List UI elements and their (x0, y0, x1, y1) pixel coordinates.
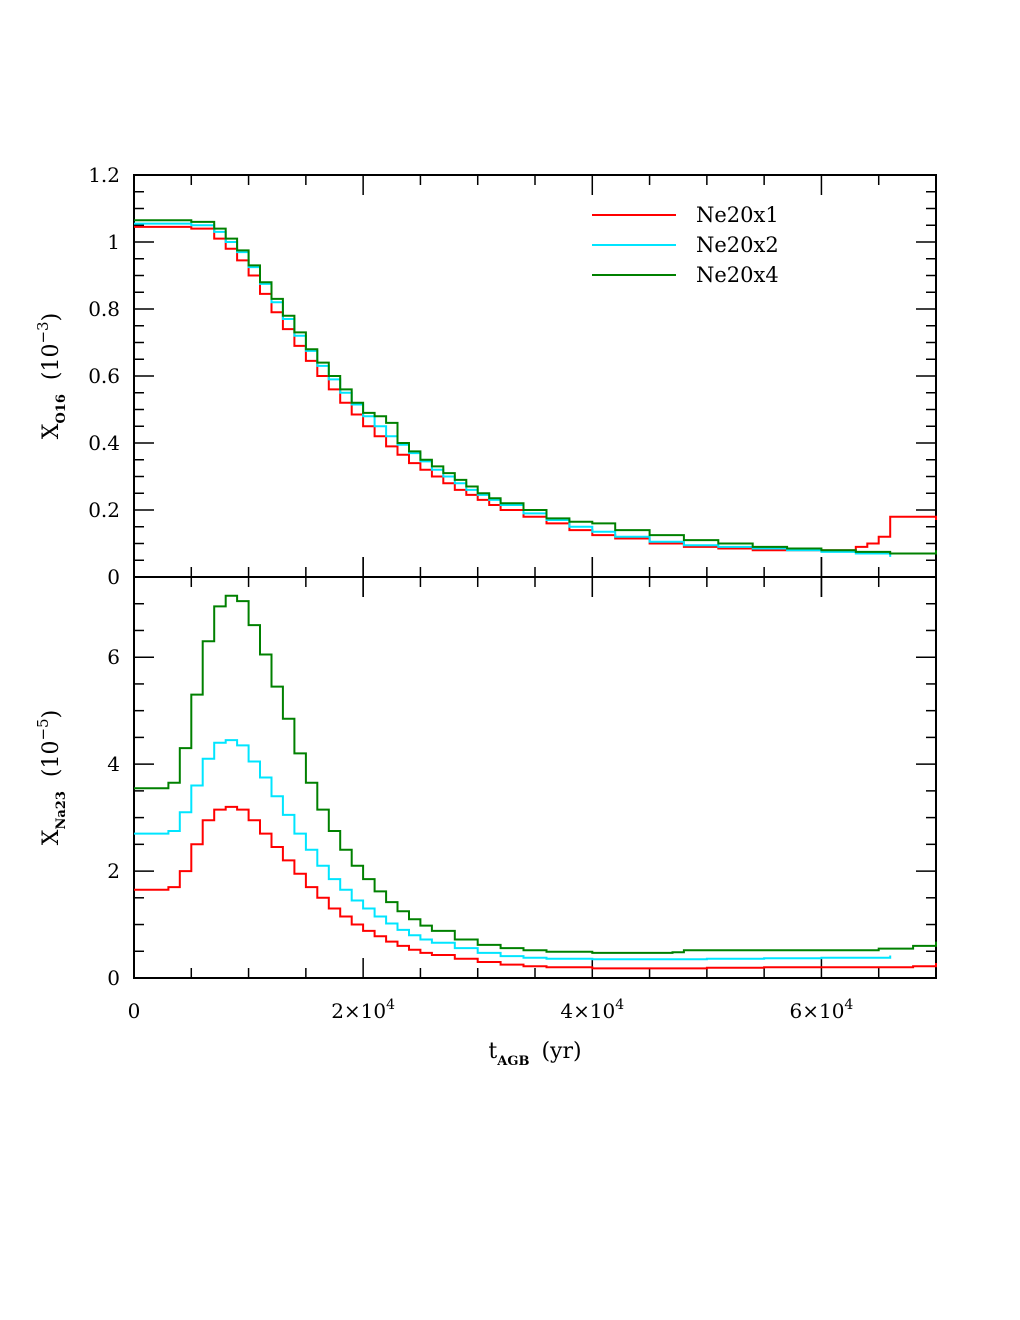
legend-label-ne20x1: Ne20x1 (696, 203, 779, 227)
panel-na23: 0 2 4 6 0 2×104 4×104 6×104 XNa23(10−5) tAGB (yr) (34, 557, 937, 1069)
legend-label-ne20x4: Ne20x4 (696, 263, 779, 287)
y-tick-label-bottom: 6 (107, 645, 120, 669)
y-tick-label-top: 0.2 (88, 498, 120, 522)
series-line-ne20x4-top (134, 219, 937, 555)
x-tick-label: 2×104 (331, 997, 395, 1023)
x-tick-label: 0 (128, 999, 141, 1023)
x-axis-label: tAGB (yr) (488, 1039, 581, 1069)
y-tick-label-top: 0 (107, 565, 120, 589)
y-tick-label-top: 0.4 (88, 431, 120, 455)
y-tick-label-top: 0.6 (88, 364, 120, 388)
x-tick-label: 6×104 (789, 997, 853, 1023)
plot-frame-bottom (133, 576, 937, 979)
y-tick-label-top: 1 (107, 230, 120, 254)
legend-label-ne20x2: Ne20x2 (696, 233, 779, 257)
y-tick-label-top: 0.8 (88, 297, 120, 321)
series-line-ne20x2-bottom (134, 739, 892, 961)
x-tick-label: 4×104 (560, 997, 624, 1023)
y-axis-label-bottom: XNa23(10−5) (34, 710, 69, 845)
series-line-ne20x4-bottom (134, 594, 937, 954)
series-line-ne20x1-bottom (134, 805, 937, 970)
panel-o16: 0 0.2 0.4 0.6 0.8 1 1.2 XO16(10−3) (34, 163, 937, 597)
y-tick-label-bottom: 0 (107, 966, 120, 990)
y-tick-label-bottom: 2 (107, 859, 120, 883)
series-line-ne20x1-top (134, 225, 937, 552)
y-tick-label-bottom: 4 (107, 752, 120, 776)
y-tick-label-top: 1.2 (88, 163, 120, 187)
legend: Ne20x1 Ne20x2 Ne20x4 (592, 203, 779, 287)
y-axis-label-top: XO16(10−3) (34, 313, 69, 439)
